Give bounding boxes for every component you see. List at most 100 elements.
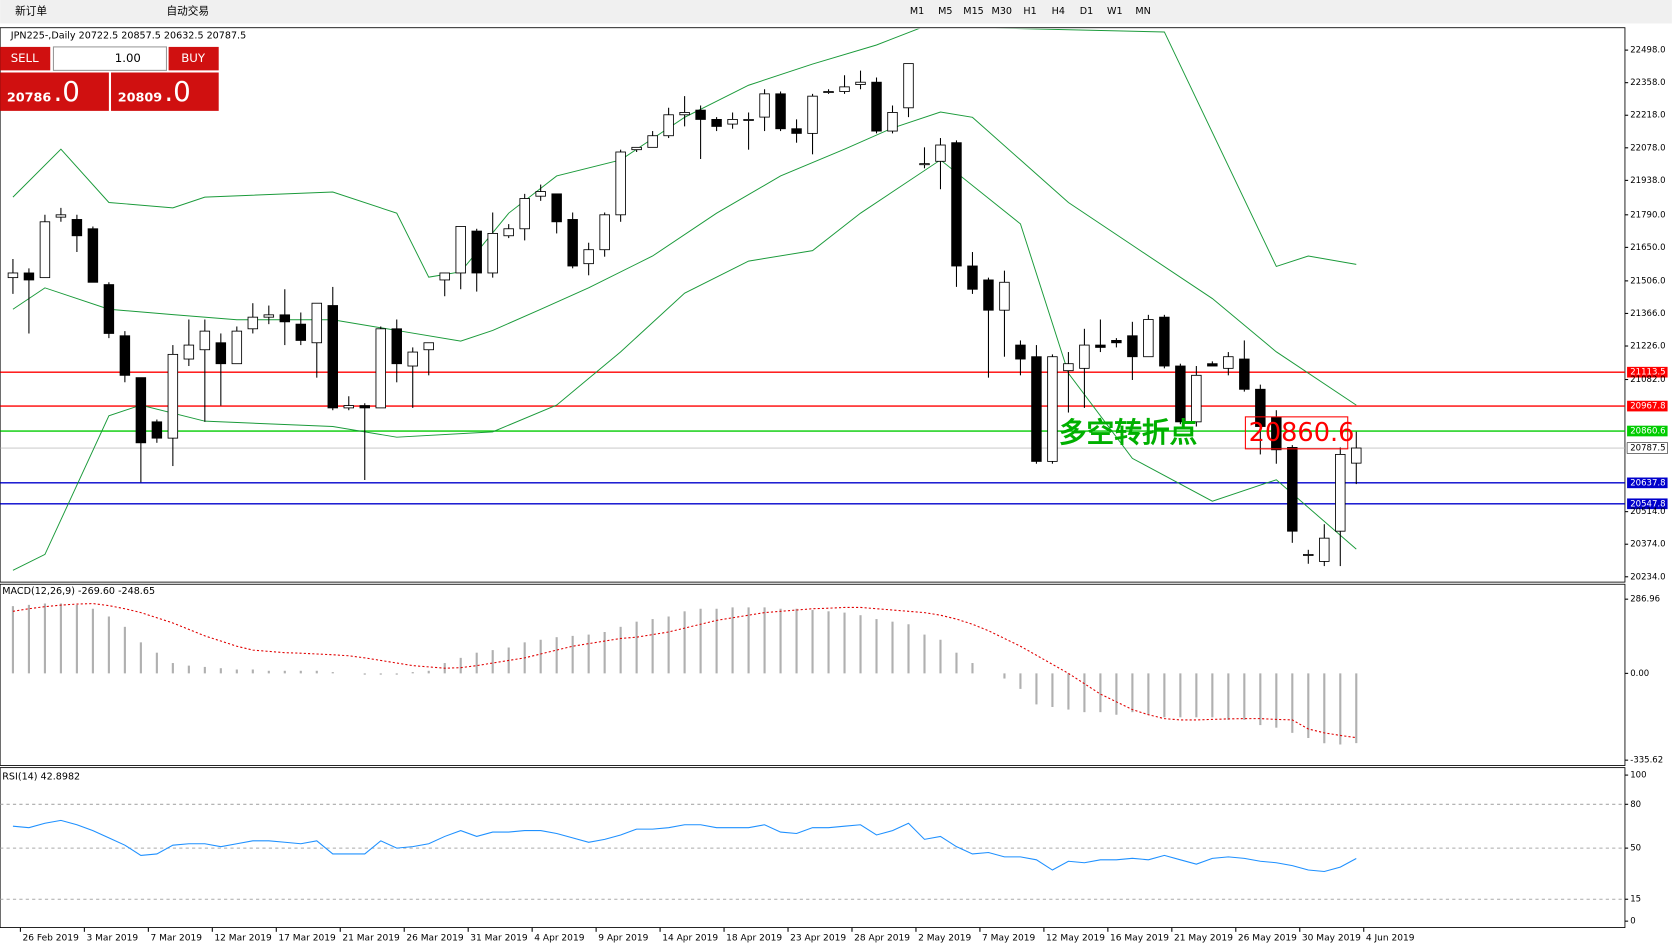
y-tick-label: -335.62 xyxy=(1630,756,1663,766)
timeframe[interactable]: M5 xyxy=(938,6,952,17)
sell-price-box[interactable] xyxy=(0,72,109,111)
timeframe[interactable]: W1 xyxy=(1107,6,1123,17)
candle-body xyxy=(1079,344,1090,369)
candle-body xyxy=(519,198,530,230)
candle-body xyxy=(1303,554,1314,556)
x-tick-label: 2 May 2019 xyxy=(918,934,971,944)
sell-button[interactable] xyxy=(0,46,51,71)
x-tick-label: 7 May 2019 xyxy=(982,934,1035,944)
timeframe[interactable]: H4 xyxy=(1052,6,1065,17)
price-plot xyxy=(0,28,1625,571)
buy-label[interactable]: BUY xyxy=(181,51,206,65)
y-tick-label: 20234.0 xyxy=(1630,572,1665,582)
candle-body xyxy=(455,226,466,274)
x-tick-label: 26 May 2019 xyxy=(1238,934,1297,944)
candle-body xyxy=(391,328,402,365)
auto-trading[interactable]: 自动交易 xyxy=(166,5,209,18)
candle-body xyxy=(919,163,930,166)
candle-body xyxy=(1207,363,1218,367)
candle-body xyxy=(263,314,275,318)
y-tick-label: 21226.0 xyxy=(1630,342,1665,352)
candle-body xyxy=(1239,358,1250,390)
y-tick-label: 21506.0 xyxy=(1630,276,1665,286)
buy-price-box[interactable] xyxy=(111,72,219,111)
level-tag xyxy=(1627,498,1668,510)
annotation-box xyxy=(1244,416,1349,450)
candle-body xyxy=(1095,344,1106,348)
candle-body xyxy=(23,272,35,281)
candle-body xyxy=(1015,344,1026,360)
candle-body xyxy=(903,63,914,109)
candle-body xyxy=(807,95,818,134)
x-tick-label: 12 May 2019 xyxy=(1046,934,1105,944)
candle-body xyxy=(343,405,354,409)
x-tick-label: 12 Mar 2019 xyxy=(214,934,272,944)
annotation: 多空转折点 xyxy=(1059,416,1198,449)
level-label: 20967.8 xyxy=(1630,402,1665,412)
candle-body xyxy=(231,330,243,365)
candle-body xyxy=(887,112,898,132)
level-tag xyxy=(1626,442,1668,454)
candle-body xyxy=(1143,319,1154,358)
candle-body xyxy=(823,91,834,94)
candle-body xyxy=(567,219,578,267)
x-tick-label: 16 May 2019 xyxy=(1110,934,1169,944)
timeframe[interactable]: H1 xyxy=(1023,6,1036,17)
lot-input[interactable] xyxy=(52,46,167,71)
y-tick-label: 80 xyxy=(1630,800,1641,810)
buy-price-fraction: .0 xyxy=(164,75,190,108)
x-tick-label: 23 Apr 2019 xyxy=(790,934,846,944)
lot-value[interactable]: 1.00 xyxy=(115,51,141,65)
candle-body xyxy=(535,191,546,197)
candle-body xyxy=(775,93,786,130)
candle-body xyxy=(999,281,1010,311)
candle-body xyxy=(71,219,83,237)
candle-body xyxy=(279,314,291,323)
candle-body xyxy=(423,342,434,351)
level-tag xyxy=(1627,366,1668,378)
price-frame xyxy=(0,27,1626,583)
x-tick-label: 30 May 2019 xyxy=(1302,934,1361,944)
new-order[interactable]: 新订单 xyxy=(15,5,47,18)
y-tick-label: 20514.0 xyxy=(1630,507,1665,517)
candle-body xyxy=(647,135,658,148)
candle-body xyxy=(695,109,706,120)
candle-body xyxy=(407,351,418,367)
candle-body xyxy=(711,119,722,127)
candle-body xyxy=(119,335,131,376)
candle-body xyxy=(359,405,370,409)
candle-body xyxy=(311,302,323,344)
candle-body xyxy=(1335,453,1346,532)
bollinger-band xyxy=(12,111,1357,406)
bollinger-band xyxy=(12,159,1357,571)
y-tick-label: 22358.0 xyxy=(1630,78,1665,88)
x-tick-label: 26 Mar 2019 xyxy=(406,934,464,944)
timeframe[interactable]: MN xyxy=(1135,6,1150,17)
candle-body xyxy=(551,193,562,223)
level-label: 20547.8 xyxy=(1630,499,1665,509)
toolbar-bg xyxy=(0,0,1672,24)
timeframe[interactable]: M30 xyxy=(992,6,1012,17)
timeframe[interactable]: D1 xyxy=(1080,6,1093,17)
buy-price: 20809 xyxy=(118,91,163,106)
macd-signal xyxy=(12,603,1357,739)
y-tick-label: 21082.0 xyxy=(1630,375,1665,385)
sell-label[interactable]: SELL xyxy=(11,51,39,65)
timeframe[interactable]: M1 xyxy=(910,6,924,17)
y-tick-label: 21650.0 xyxy=(1630,243,1665,253)
candle-body xyxy=(871,81,882,132)
timeframe[interactable]: M15 xyxy=(963,6,983,17)
candle-body xyxy=(743,119,754,121)
y-tick-label: 21938.0 xyxy=(1630,176,1665,186)
candle-body xyxy=(855,81,866,85)
level-tag xyxy=(1627,425,1668,437)
y-tick-label: 0 xyxy=(1630,917,1635,927)
y-tick-label: 22218.0 xyxy=(1630,111,1665,121)
candle-body xyxy=(1031,356,1042,462)
candle-body xyxy=(983,279,994,311)
bollinger-band xyxy=(12,28,1357,278)
buy-button[interactable] xyxy=(168,46,219,71)
candle-body xyxy=(7,272,19,279)
candle-body xyxy=(215,342,227,365)
